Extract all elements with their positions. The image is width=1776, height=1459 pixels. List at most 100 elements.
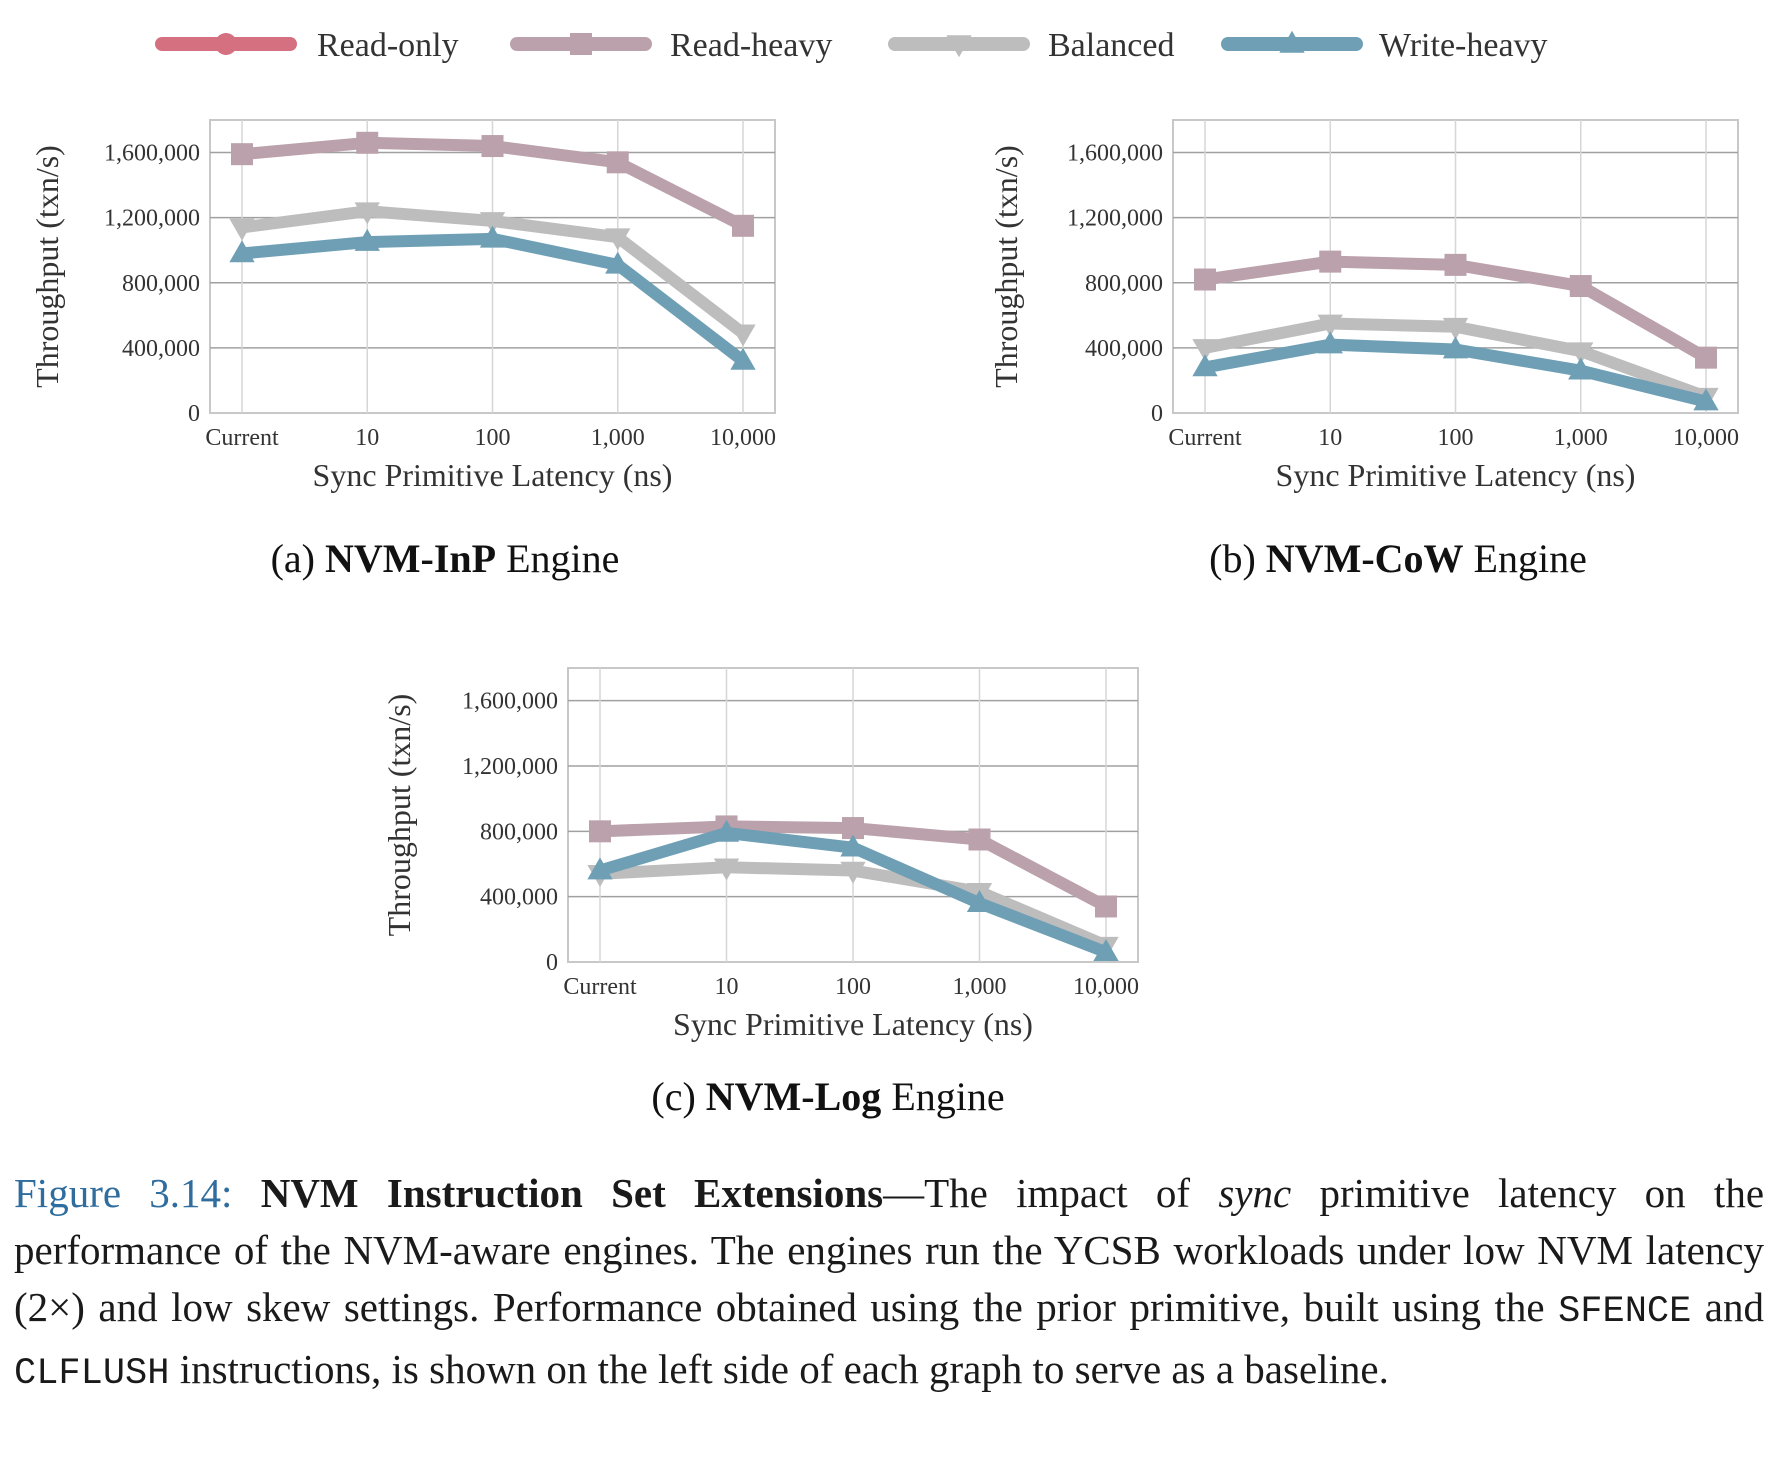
- x-axis-label: Sync Primitive Latency (ns): [313, 457, 673, 493]
- y-axis-label: Throughput (txn/s): [381, 694, 417, 937]
- data-point-balanced: [354, 202, 380, 225]
- chart-legend: Read-only Read-heavy Balanced Write-heavy: [155, 27, 1548, 64]
- y-tick-label: 1,200,000: [1067, 206, 1163, 232]
- x-tick-label: 100: [475, 425, 511, 451]
- caption-text-2: primitive latency on the performance of …: [14, 1170, 1765, 1330]
- x-tick-label: 10,000: [1073, 974, 1139, 1000]
- y-tick-label: 0: [1151, 401, 1163, 427]
- y-axis-label: Throughput (txn/s): [988, 145, 1024, 388]
- data-point-write-heavy: [605, 251, 631, 274]
- data-point-write-heavy: [966, 890, 993, 912]
- chart-subtitle: (b) NVM-CoW Engine: [1209, 536, 1587, 581]
- data-point-balanced: [605, 228, 631, 251]
- legend-label-balanced: Balanced: [1048, 27, 1175, 64]
- subtitle-engine: NVM-CoW: [1266, 536, 1464, 581]
- chart-panel-a: 0 400,000 800,000 1,200,000 1,600,000 Current…: [29, 119, 776, 581]
- subtitle-prefix: (b): [1209, 536, 1266, 581]
- subtitle-engine: NVM-InP: [325, 536, 496, 581]
- data-point-balanced: [1442, 317, 1469, 340]
- y-tick-label: 1,600,000: [104, 141, 200, 167]
- data-point-read-heavy: [589, 820, 611, 843]
- caption-text-3: and: [1691, 1284, 1765, 1330]
- figure-caption: Figure 3.14: NVM Instruction Set Extensi…: [14, 1165, 1764, 1403]
- legend-marker-read-heavy: [570, 33, 592, 55]
- x-tick-label: 100: [835, 974, 871, 1000]
- data-point-write-heavy: [730, 347, 756, 370]
- data-point-read-heavy: [732, 214, 754, 237]
- caption-title: NVM Instruction Set Extensions: [260, 1170, 884, 1216]
- data-point-read-heavy: [606, 151, 629, 174]
- x-tick-label: 100: [1438, 425, 1474, 451]
- legend-label-write-heavy: Write-heavy: [1379, 27, 1548, 64]
- data-point-read-heavy: [1194, 268, 1216, 291]
- figure-canvas: Read-only Read-heavy Balanced Write-heavy 0…: [29, 27, 1739, 1119]
- caption-label: Figure 3.14:: [14, 1170, 233, 1216]
- x-tick-label: 1,000: [953, 974, 1007, 1000]
- chart-subtitle: (a) NVM-InP Engine: [271, 536, 620, 581]
- x-tick-label: 10,000: [1673, 425, 1739, 451]
- x-tick-label: 1,000: [591, 425, 645, 451]
- subtitle-suffix: Engine: [881, 1074, 1004, 1119]
- data-point-read-heavy: [356, 131, 379, 154]
- y-tick-label: 800,000: [122, 271, 200, 297]
- x-tick-label: 10: [715, 974, 739, 1000]
- data-point-balanced: [479, 212, 506, 235]
- chart-panel-c: 0 400,000 800,000 1,200,000 1,600,000 Current…: [381, 667, 1139, 1119]
- y-tick-label: 400,000: [1085, 336, 1163, 362]
- data-point-read-heavy: [1319, 250, 1342, 273]
- x-tick-label: Current: [1168, 425, 1242, 451]
- caption-code-clflush: CLFLUSH: [14, 1353, 170, 1395]
- chart-subtitle: (c) NVM-Log Engine: [651, 1074, 1004, 1119]
- legend-label-read-heavy: Read-heavy: [670, 27, 832, 64]
- x-axis-label: Sync Primitive Latency (ns): [1276, 457, 1636, 493]
- data-point-balanced: [1317, 314, 1343, 337]
- x-tick-label: 1,000: [1554, 425, 1608, 451]
- y-tick-label: 0: [188, 401, 200, 427]
- legend-marker-write-heavy: [1279, 30, 1305, 53]
- data-point-balanced: [229, 218, 255, 241]
- y-axis-label: Throughput (txn/s): [29, 145, 65, 388]
- y-tick-label: 0: [546, 950, 558, 976]
- caption-code-sfence: SFENCE: [1558, 1291, 1692, 1333]
- x-axis-label: Sync Primitive Latency (ns): [673, 1006, 1033, 1042]
- data-point-balanced: [1192, 339, 1218, 362]
- legend-label-read-only: Read-only: [317, 27, 459, 64]
- data-point-write-heavy: [354, 228, 380, 251]
- data-point-write-heavy: [1693, 388, 1719, 411]
- data-point-write-heavy: [1093, 939, 1119, 961]
- subtitle-prefix: (a): [271, 536, 325, 581]
- data-point-write-heavy: [1442, 336, 1469, 359]
- data-point-write-heavy: [479, 225, 506, 248]
- y-tick-label: 400,000: [480, 885, 558, 911]
- data-point-read-heavy: [1444, 253, 1467, 276]
- data-point-read-heavy: [1569, 275, 1592, 298]
- data-point-balanced: [713, 858, 740, 881]
- caption-italic: sync: [1218, 1170, 1292, 1216]
- y-tick-label: 1,200,000: [462, 754, 558, 780]
- legend-marker-read-only: [215, 33, 237, 55]
- data-point-read-heavy: [231, 143, 253, 166]
- data-point-write-heavy: [1317, 331, 1343, 354]
- subtitle-prefix: (c): [651, 1074, 705, 1119]
- data-point-write-heavy: [587, 857, 613, 880]
- y-tick-label: 800,000: [480, 819, 558, 845]
- data-point-write-heavy: [713, 819, 740, 842]
- x-tick-label: 10: [1318, 425, 1342, 451]
- subtitle-suffix: Engine: [1464, 536, 1587, 581]
- x-tick-label: Current: [563, 974, 637, 1000]
- x-tick-label: Current: [205, 425, 279, 451]
- caption-text-1: —The impact of: [883, 1170, 1219, 1216]
- data-point-read-heavy: [1695, 346, 1717, 369]
- y-tick-label: 1,600,000: [1067, 141, 1163, 167]
- y-tick-label: 1,200,000: [104, 206, 200, 232]
- x-tick-label: 10,000: [710, 425, 776, 451]
- data-point-balanced: [840, 861, 866, 884]
- data-point-balanced: [730, 324, 756, 347]
- y-tick-label: 400,000: [122, 336, 200, 362]
- data-point-write-heavy: [229, 240, 255, 263]
- data-point-read-heavy: [968, 828, 991, 851]
- data-point-read-heavy: [842, 817, 864, 840]
- y-tick-label: 800,000: [1085, 271, 1163, 297]
- caption-text-4: instructions, is shown on the left side …: [169, 1346, 1389, 1392]
- legend-marker-balanced: [946, 35, 972, 58]
